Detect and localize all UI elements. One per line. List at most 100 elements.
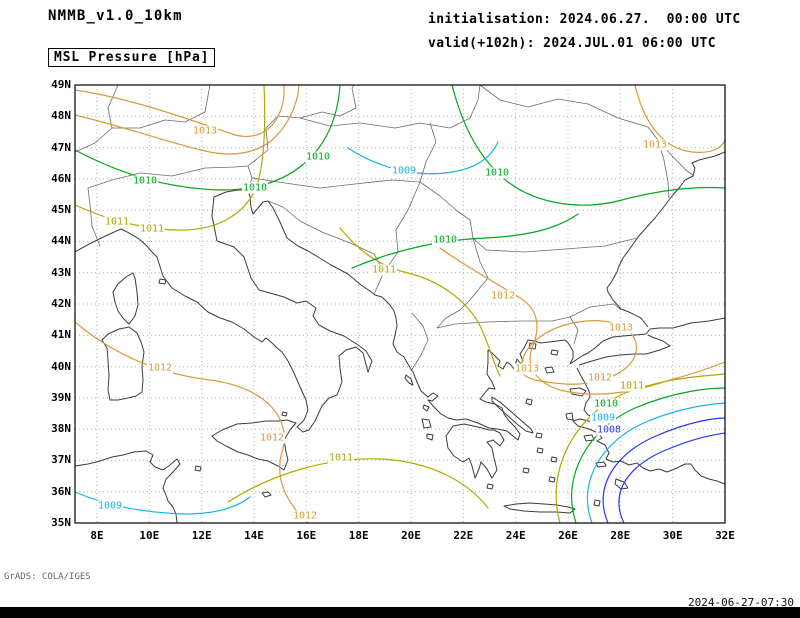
lon-tick-label: 30E	[662, 529, 683, 542]
island-elba	[158, 278, 167, 285]
island-samos	[583, 434, 595, 442]
lat-tick-label: 45N	[51, 203, 71, 217]
lat-tick-label: 44N	[51, 234, 71, 248]
isobar-1009-path	[586, 402, 725, 523]
border-line	[383, 181, 421, 273]
border-line	[75, 85, 119, 153]
island-chios	[565, 412, 574, 421]
coastline-turkey-aegean	[572, 367, 725, 485]
island-samothraki	[550, 349, 559, 356]
bottom-bar	[0, 607, 800, 618]
island-lefkada	[422, 404, 430, 412]
lon-tick-label: 16E	[296, 529, 317, 542]
border-line	[569, 303, 621, 318]
island-kea	[535, 432, 543, 439]
island-rhodes	[614, 478, 629, 490]
lon-tick-label: 8E	[90, 529, 104, 542]
coastlines	[75, 151, 725, 523]
isobar-1011-path	[227, 458, 489, 509]
coastline-mainland	[75, 189, 725, 441]
island-santorini	[548, 476, 556, 483]
island-sardinia	[101, 326, 145, 401]
coastline-north-africa	[75, 450, 181, 523]
lon-tick-label: 18E	[348, 529, 369, 542]
lat-tick-label: 41N	[51, 328, 71, 342]
island-milos	[522, 467, 530, 474]
border-line	[267, 200, 385, 295]
border-line	[419, 122, 437, 183]
lat-axis: 49N 48N 47N 46N 45N 44N 43N 42N 41N 40N 39N 38N 37N 3…	[38, 0, 71, 618]
lat-tick-label: 39N	[51, 390, 71, 404]
lat-tick-label: 42N	[51, 297, 71, 310]
lon-tick-label: 14E	[244, 529, 264, 542]
border-line	[299, 85, 481, 129]
init-time: initialisation: 2024.06.27. 00:00 UTC	[428, 12, 741, 27]
lat-tick-label: 48N	[51, 109, 71, 123]
lat-tick-label: 37N	[51, 453, 71, 467]
model-title: NMMB_v1.0_10km	[48, 8, 183, 24]
island-sicily	[211, 419, 297, 471]
header-left: NMMB_v1.0_10km MSL Pressure [hPa]	[48, 8, 216, 67]
isobar-1012-path	[75, 321, 309, 523]
isobar-1011-path	[555, 373, 725, 523]
isobar-1011-path	[339, 227, 501, 377]
lat-tick-label: 36N	[51, 484, 71, 498]
map-frame	[74, 84, 726, 524]
isobar-1013-path	[634, 85, 725, 153]
isobar-1010-path	[451, 85, 725, 206]
border-line	[569, 316, 579, 345]
coastline-peloponnese	[445, 423, 505, 479]
lon-tick-label: 10E	[139, 529, 160, 542]
lat-tick-label: 43N	[51, 265, 71, 279]
isobar-1010-path	[571, 387, 725, 523]
isobar-1008-path	[602, 417, 725, 523]
lon-tick-label: 20E	[401, 529, 421, 542]
grid-lines	[75, 84, 726, 524]
island-naxos	[550, 456, 558, 463]
island-kefalonia	[421, 418, 432, 429]
island-limnos	[544, 366, 555, 374]
island-pantelleria	[194, 465, 202, 472]
island-kythira	[486, 483, 494, 490]
isobar-1009-path	[75, 491, 251, 515]
island-zakynthos	[426, 433, 434, 441]
border-line	[436, 316, 571, 329]
isobar-1008-path	[618, 432, 725, 523]
coastline-marmara-south	[578, 334, 671, 366]
border-line	[436, 237, 489, 329]
country-borders	[75, 85, 695, 372]
island-andros	[536, 447, 544, 454]
lon-tick-label: 28E	[610, 529, 631, 542]
coastline-blacksea-west	[606, 151, 725, 328]
border-line	[247, 165, 253, 190]
lon-tick-label: 22E	[453, 529, 474, 542]
isobar-1009-path	[347, 141, 499, 175]
border-line	[485, 237, 638, 253]
lat-tick-label: 47N	[51, 140, 71, 154]
island-kos	[595, 461, 607, 468]
island-euboea	[491, 396, 534, 434]
isobar-1013-path	[75, 85, 285, 137]
border-line	[479, 85, 670, 199]
border-line	[112, 85, 211, 129]
isobar-1012-path	[75, 85, 300, 155]
lat-tick-label: 38N	[51, 422, 71, 436]
header-right: initialisation: 2024.06.27. 00:00 UTC va…	[428, 8, 741, 56]
creation-timestamp: 2024-06-27-07:30	[688, 596, 794, 609]
isobar-1011-path	[75, 85, 266, 231]
border-line	[251, 177, 421, 189]
lon-tick-label: 32E	[715, 529, 735, 542]
island-corsica	[112, 272, 139, 325]
lat-tick-label: 49N	[51, 78, 71, 91]
border-line	[247, 85, 357, 167]
island-skyros	[525, 398, 533, 406]
lat-tick-label: 46N	[51, 171, 71, 185]
island-corfu	[404, 374, 414, 386]
border-line	[410, 312, 429, 372]
island-crete	[503, 502, 576, 514]
island-aeolian	[281, 411, 288, 417]
lon-tick-label: 24E	[505, 529, 526, 542]
field-title: MSL Pressure [hPa]	[48, 48, 216, 67]
